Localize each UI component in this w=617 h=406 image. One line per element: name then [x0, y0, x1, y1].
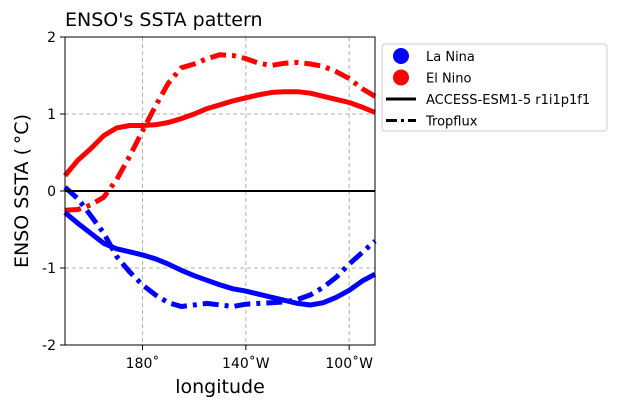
- y-tick-label: 1: [47, 107, 56, 123]
- legend: La Nina El Nino ACCESS-ESM1-5 r1i1p1f1 Trop…: [381, 43, 608, 132]
- la-nina-access-esm1-5-r1i1p1f1-line: [63, 210, 377, 308]
- x-tick-label: 100˚W: [325, 355, 373, 372]
- x-axis-ticks: 180˚ 140˚W 100˚W: [126, 345, 373, 372]
- y-tick-label: 2: [47, 30, 56, 46]
- chart-title: ENSO's SSTA pattern: [65, 9, 263, 31]
- legend-label: El Nino: [426, 72, 472, 87]
- y-tick-label: 0: [47, 184, 56, 200]
- el-nino-tropflux-line: [64, 52, 377, 213]
- x-axis-label: longitude: [175, 376, 265, 398]
- el-nino-access-esm1-5-r1i1p1f1-line: [63, 89, 376, 178]
- legend-label: ACCESS-ESM1-5 r1i1p1f1: [426, 93, 590, 108]
- legend-frame: [381, 43, 608, 132]
- y-axis-ticks: -2 -1 0 1 2: [42, 30, 65, 354]
- y-axis-label: ENSO SSTA ( °C): [11, 114, 33, 268]
- legend-marker: [393, 48, 409, 64]
- legend-label: La Nina: [426, 50, 475, 65]
- legend-marker: [393, 69, 409, 86]
- x-tick-label: 180˚: [126, 355, 160, 372]
- x-tick-label: 140˚W: [222, 355, 270, 372]
- y-tick-label: -1: [42, 261, 56, 277]
- la-nina-tropflux-line: [63, 185, 377, 309]
- y-tick-label: -2: [42, 338, 56, 354]
- data-series: [63, 52, 377, 309]
- legend-label: Tropflux: [425, 115, 478, 130]
